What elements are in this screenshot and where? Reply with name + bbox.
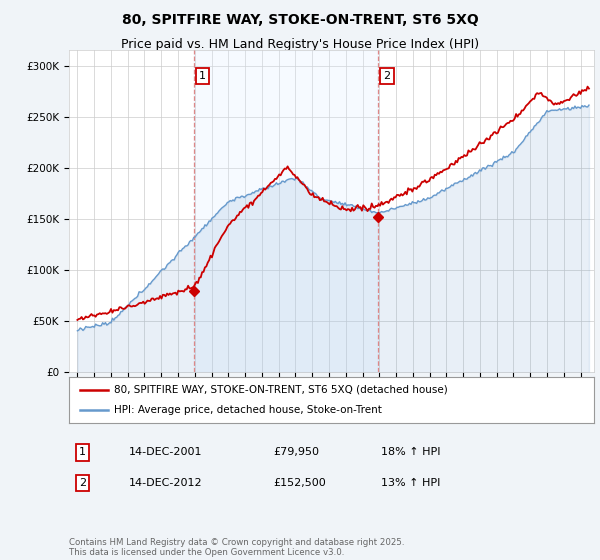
Text: 13% ↑ HPI: 13% ↑ HPI <box>381 478 440 488</box>
Text: 2: 2 <box>79 478 86 488</box>
Text: 2: 2 <box>383 71 391 81</box>
Bar <box>194 50 379 372</box>
Text: 14-DEC-2001: 14-DEC-2001 <box>129 447 203 458</box>
Text: 1: 1 <box>199 71 206 81</box>
Text: £152,500: £152,500 <box>273 478 326 488</box>
Text: 14-DEC-2012: 14-DEC-2012 <box>129 478 203 488</box>
Text: £79,950: £79,950 <box>273 447 319 458</box>
Text: 1: 1 <box>79 447 86 458</box>
Text: HPI: Average price, detached house, Stoke-on-Trent: HPI: Average price, detached house, Stok… <box>113 405 382 416</box>
Text: Contains HM Land Registry data © Crown copyright and database right 2025.
This d: Contains HM Land Registry data © Crown c… <box>69 538 404 557</box>
Text: Price paid vs. HM Land Registry's House Price Index (HPI): Price paid vs. HM Land Registry's House … <box>121 38 479 51</box>
Text: 80, SPITFIRE WAY, STOKE-ON-TRENT, ST6 5XQ: 80, SPITFIRE WAY, STOKE-ON-TRENT, ST6 5X… <box>122 13 478 27</box>
Text: 80, SPITFIRE WAY, STOKE-ON-TRENT, ST6 5XQ (detached house): 80, SPITFIRE WAY, STOKE-ON-TRENT, ST6 5X… <box>113 385 448 395</box>
Text: 18% ↑ HPI: 18% ↑ HPI <box>381 447 440 458</box>
